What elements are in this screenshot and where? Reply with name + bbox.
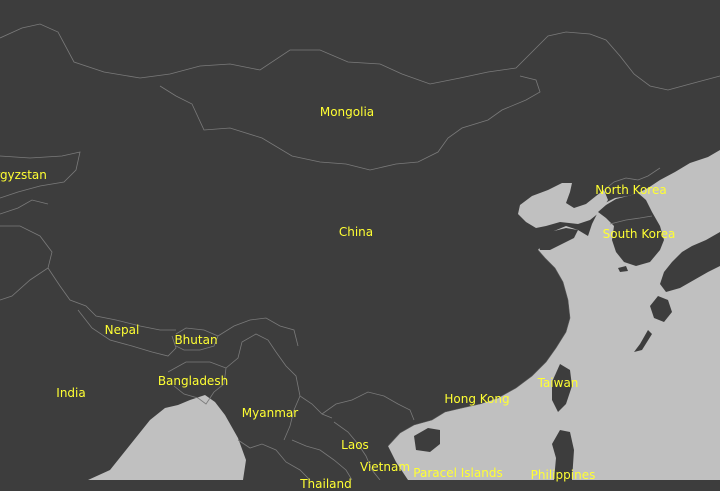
border-kyrgyz-tajik [0, 199, 49, 215]
coast-south-china [387, 249, 571, 447]
label-hong-kong: Hong Kong [444, 392, 510, 406]
taiwan-island [552, 364, 572, 412]
okinawa-isles [634, 330, 652, 352]
country-borders [0, 23, 720, 480]
korean-peninsula [598, 193, 664, 266]
border-laos-vietnam [333, 421, 381, 480]
border-myanmar-thailand [237, 439, 311, 480]
border-arunachal [217, 317, 299, 347]
bohai-sea [518, 183, 608, 228]
label-philippines: Philippines [530, 468, 596, 482]
islands-and-peninsulas [414, 193, 720, 480]
hainan-island [414, 428, 440, 452]
label-mongolia: Mongolia [319, 105, 375, 119]
coastlines [387, 249, 571, 447]
border-nepal [77, 309, 177, 357]
border-india-china-west [47, 267, 176, 331]
japan-kyushu [650, 296, 672, 322]
border-bhutan [175, 327, 219, 351]
label-bhutan: Bhutan [174, 333, 218, 347]
bay-of-bengal [88, 395, 246, 480]
label-vietnam: Vietnam [359, 460, 411, 474]
japan-honshu [660, 232, 720, 292]
border-myanmar-laos [283, 395, 301, 441]
label-paracel-islands: Paracel Islands [413, 466, 503, 480]
border-mongolia-china [159, 75, 541, 171]
map-canvas [0, 23, 720, 480]
luzon-island [552, 430, 574, 480]
label-india: India [56, 386, 86, 400]
border-bangladesh [167, 361, 227, 405]
jeju-island [618, 266, 628, 272]
label-nepal: Nepal [104, 323, 140, 337]
border-india-myanmar [225, 333, 277, 369]
label-kyrgyzstan: Kyrgyzstan [0, 168, 47, 182]
border-central-asia [0, 151, 81, 199]
border-china-vietnam [321, 391, 415, 421]
border-russia-north [0, 23, 720, 91]
border-china-north-korea [603, 167, 661, 191]
label-china: China [338, 225, 374, 239]
label-laos: Laos [341, 438, 369, 452]
label-bangladesh: Bangladesh [157, 374, 229, 388]
label-taiwan: Taiwan [537, 376, 579, 390]
border-laos-thailand [291, 439, 353, 480]
border-west-kashmir [0, 225, 53, 301]
label-south-korea: South Korea [602, 227, 676, 241]
label-north-korea: North Korea [595, 183, 667, 197]
border-korea-dmz [609, 215, 653, 225]
shandong-peninsula [536, 228, 578, 250]
label-myanmar: Myanmar [241, 406, 299, 420]
